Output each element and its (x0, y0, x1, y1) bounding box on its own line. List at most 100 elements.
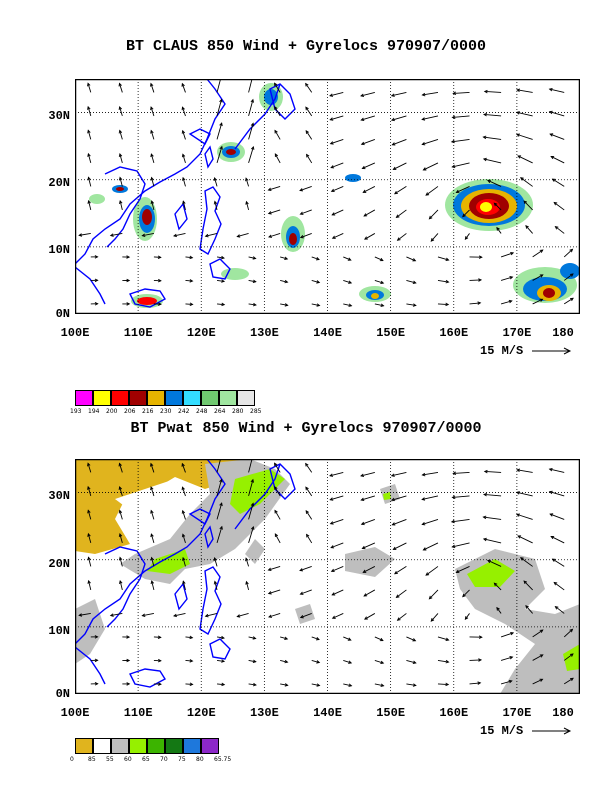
wind-vector (306, 534, 313, 544)
wind-vector (119, 83, 123, 93)
wind-vector (216, 99, 222, 117)
wind-vector-head (483, 112, 487, 117)
wind-vector-head (361, 545, 366, 550)
wind-vector (185, 256, 193, 259)
wind-vector-head (329, 117, 334, 121)
coastline (188, 128, 211, 146)
wind-vector-head (483, 89, 488, 94)
wind-vector (150, 106, 155, 117)
wind-vector (397, 233, 407, 241)
wind-vector-head (430, 618, 435, 622)
wind-vector (182, 487, 186, 497)
wind-vector (391, 115, 407, 121)
wind-vector-head (250, 98, 254, 103)
wind-vector (532, 654, 543, 661)
wind-vector-head (250, 122, 255, 127)
wind-vector-head (94, 658, 99, 663)
wind-vector (563, 273, 574, 281)
coastline (188, 508, 211, 526)
wind-vector-head (118, 556, 123, 561)
wind-map-1 (75, 79, 580, 314)
wind-vector-head (539, 298, 544, 302)
coastline (209, 638, 231, 660)
wind-vector-head (274, 129, 278, 134)
wind-vector (392, 139, 407, 146)
wind-vector (185, 636, 193, 639)
wind-vector (553, 202, 565, 211)
wind-vector-head (445, 659, 450, 664)
wind-vector-head (348, 280, 353, 284)
wind-vector-head (252, 636, 257, 640)
wind-vector (423, 162, 439, 171)
wind-vector-head (158, 302, 162, 306)
wind-vector (549, 491, 565, 497)
wind-vector-head (412, 683, 417, 687)
wind-vector (182, 557, 186, 567)
wind-vector (456, 566, 470, 573)
lat-label-30: 30N (48, 109, 70, 123)
wind-vector (305, 463, 313, 473)
wind-vector (469, 682, 481, 685)
wind-vector-head (181, 509, 186, 514)
wind-vector (311, 659, 320, 663)
wind-vector (494, 202, 502, 211)
wind-vector (553, 582, 565, 591)
wind-vector-head (347, 257, 352, 261)
colorbar-swatch (75, 390, 93, 406)
wind-vector-head (204, 233, 209, 238)
scale-arrow-icon (532, 347, 572, 355)
wind-vector-head (554, 605, 559, 610)
wind-vector (305, 83, 313, 93)
wind-vector (500, 276, 513, 281)
wind-vector-head (236, 234, 241, 238)
wind-vector (464, 233, 470, 240)
wind-vector (500, 300, 512, 305)
wind-vector (361, 115, 375, 121)
wind-vector (119, 580, 123, 591)
wind-vector-head (330, 188, 335, 193)
coastline (234, 463, 281, 530)
wind-vector (532, 274, 543, 281)
colorbar-swatch (93, 738, 111, 754)
wind-vector (214, 581, 218, 591)
wind-vector (332, 233, 344, 239)
wind-vector-head (569, 248, 574, 253)
wind-vector (142, 232, 154, 237)
wind-vector-head (94, 278, 99, 283)
wind-vector (464, 613, 470, 620)
wind-vector-head (94, 255, 99, 259)
wind-vector (151, 557, 155, 567)
wind-vector (274, 486, 281, 497)
wind-vector-head (396, 237, 401, 241)
wind-vector (330, 542, 344, 549)
wind-vector (150, 83, 155, 93)
wind-vector (151, 200, 155, 211)
panel2-title: BT Pwat 850 Wind + Gyrelocs 970907/0000 (130, 420, 482, 437)
wind-vector-head (445, 257, 450, 262)
wind-vector (484, 90, 502, 93)
wind-vector-head (250, 525, 255, 530)
wind-vector (363, 566, 376, 573)
wind-vector-head (539, 249, 544, 253)
wind-vector-head (348, 660, 353, 664)
wind-vector (182, 201, 186, 211)
wind-vector (406, 659, 416, 664)
wind-vector-head (181, 82, 185, 87)
cloud-features (89, 83, 580, 308)
wind-vector-head (553, 581, 558, 586)
colorbar-label: 75 (178, 756, 186, 763)
wind-vector-head (516, 133, 520, 137)
wind-vector-head (150, 580, 155, 585)
wind-vector-head (181, 486, 185, 491)
wind-vector-head (539, 654, 544, 658)
wind-vector-head (213, 557, 217, 562)
wind-vector-head (478, 255, 483, 259)
wind-vector (331, 186, 344, 192)
wind-vector-head (548, 110, 553, 115)
colorbar-label: 60 (124, 756, 132, 763)
wind-vector-head (305, 82, 309, 87)
wind-vector-head (493, 202, 498, 207)
wind-vector (500, 656, 513, 661)
wind-vector (361, 495, 375, 501)
wind-vector (550, 513, 565, 520)
